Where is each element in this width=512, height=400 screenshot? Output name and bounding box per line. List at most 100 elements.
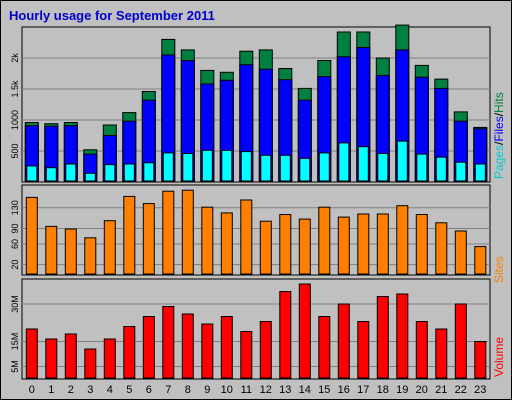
- legend-volume: Volume: [492, 337, 506, 377]
- y-tick-label: 90: [10, 223, 20, 233]
- legend-pages: Pages: [492, 145, 506, 179]
- x-tick-label: 21: [435, 384, 447, 396]
- y-tick-label: 5M: [10, 360, 20, 373]
- bar-pages: [338, 142, 350, 182]
- x-tick-label: 23: [474, 384, 486, 396]
- bar-pages: [279, 154, 291, 182]
- bar-volume: [376, 296, 389, 379]
- bar-pages: [396, 140, 408, 182]
- bar-sites: [45, 225, 58, 275]
- bar-sites: [220, 212, 233, 275]
- bar-pages: [318, 152, 330, 182]
- bar-sites: [415, 214, 428, 275]
- panel-frame: [21, 184, 491, 276]
- y-tick-label: 2k: [10, 53, 20, 63]
- x-tick-label: 6: [146, 384, 152, 396]
- bar-pages: [435, 156, 447, 182]
- bar-sites: [84, 237, 97, 275]
- bar-sites: [162, 190, 175, 275]
- bar-volume: [396, 293, 409, 379]
- x-tick-label: 11: [241, 384, 252, 396]
- bar-volume: [201, 323, 214, 379]
- y-tick-label: 1000: [10, 110, 20, 130]
- y-tick-label: 15M: [10, 333, 20, 351]
- x-tick-label: 12: [260, 384, 272, 396]
- bar-volume: [279, 291, 292, 379]
- bar-pages: [240, 151, 252, 182]
- panel-frame: [21, 278, 491, 380]
- y-tick-label: 60: [10, 239, 20, 249]
- bar-volume: [474, 341, 487, 379]
- bar-sites: [474, 246, 487, 275]
- bar-pages: [260, 154, 272, 182]
- x-tick-label: 2: [68, 384, 74, 396]
- bar-volume: [181, 313, 194, 379]
- bar-sites: [318, 206, 331, 275]
- bar-sites: [123, 195, 136, 275]
- bar-pages: [65, 163, 77, 182]
- bar-volume: [220, 316, 233, 379]
- bar-sites: [103, 220, 116, 275]
- bar-pages: [182, 153, 194, 182]
- y-tick-label: 500: [10, 143, 20, 158]
- x-tick-label: 4: [107, 384, 113, 396]
- x-tick-label: 9: [204, 384, 210, 396]
- bar-pages: [221, 149, 233, 182]
- x-tick-label: 14: [299, 384, 311, 396]
- bar-pages: [26, 165, 38, 182]
- y-tick-label: 130: [10, 200, 20, 215]
- bar-volume: [435, 328, 448, 379]
- bar-volume: [415, 321, 428, 379]
- panel-frame: [21, 26, 491, 183]
- legend-files: Files: [492, 116, 506, 141]
- bar-volume: [162, 306, 175, 379]
- bar-sites: [240, 199, 253, 275]
- x-tick-label: 22: [455, 384, 467, 396]
- bar-pages: [201, 149, 213, 182]
- bar-pages: [377, 153, 389, 182]
- bar-pages: [104, 164, 116, 182]
- x-tick-label: 16: [338, 384, 350, 396]
- bar-sites: [396, 205, 409, 275]
- bar-pages: [84, 172, 96, 182]
- bar-volume: [318, 316, 331, 379]
- y-tick-label: 1.5k: [10, 80, 20, 98]
- legend-pages-files-hits: Pages/Files/Hits: [492, 92, 506, 179]
- bar-volume: [64, 333, 77, 379]
- x-tick-label: 18: [377, 384, 389, 396]
- x-tick-label: 0: [29, 384, 35, 396]
- bar-pages: [474, 163, 486, 182]
- bar-sites: [337, 216, 350, 275]
- legend-hits: Hits: [492, 92, 506, 113]
- x-tick-label: 19: [396, 384, 408, 396]
- bar-volume: [240, 331, 253, 379]
- bar-pages: [299, 157, 311, 182]
- bar-volume: [45, 338, 58, 379]
- bar-volume: [454, 303, 467, 379]
- bar-pages: [416, 153, 428, 182]
- bar-volume: [25, 328, 38, 379]
- x-tick-label: 17: [357, 384, 369, 396]
- x-tick-label: 5: [126, 384, 132, 396]
- x-tick-label: 10: [221, 384, 233, 396]
- legend-sep-2: /: [492, 112, 506, 116]
- bar-volume: [259, 321, 272, 379]
- bar-sites: [357, 213, 370, 275]
- x-tick-label: 3: [87, 384, 93, 396]
- bar-sites: [142, 203, 155, 275]
- bar-sites: [298, 218, 311, 275]
- panel-volume: 5M 15M 30M: [10, 278, 491, 380]
- bar-sites: [435, 222, 448, 275]
- bar-sites: [259, 220, 272, 275]
- bar-pages: [123, 163, 135, 182]
- x-tick-label: 8: [185, 384, 191, 396]
- chart-title: Hourly usage for September 2011: [9, 8, 215, 23]
- bar-sites: [376, 213, 389, 275]
- y-tick-label: 30M: [10, 295, 20, 313]
- bar-volume: [337, 303, 350, 379]
- bar-pages: [357, 146, 369, 182]
- bar-pages: [455, 161, 467, 182]
- bar-sites: [181, 189, 194, 275]
